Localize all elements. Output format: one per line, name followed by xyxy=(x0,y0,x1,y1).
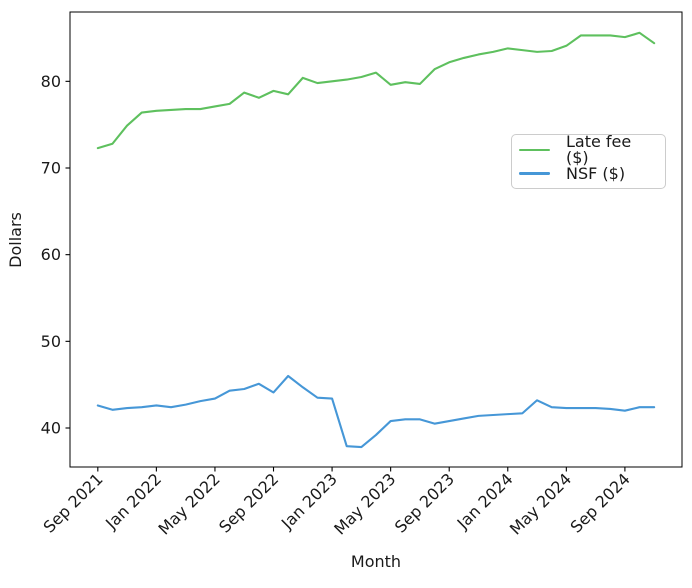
y-tick-label: 40 xyxy=(41,419,61,438)
x-axis-label: Month xyxy=(350,552,402,571)
legend: Late fee ($) NSF ($) xyxy=(511,134,666,189)
legend-entry-late-fee: Late fee ($) xyxy=(519,134,657,166)
y-tick-label: 70 xyxy=(41,159,61,178)
legend-line-swatch-nsf xyxy=(519,172,550,175)
x-tick-label: Sep 2021 xyxy=(39,469,106,536)
y-tick-label: 50 xyxy=(41,332,61,351)
x-tick-label: May 2022 xyxy=(155,469,224,538)
nsf-line xyxy=(96,374,656,449)
y-tick-label: 80 xyxy=(41,72,61,91)
legend-entry-nsf: NSF ($) xyxy=(519,162,657,185)
late-fee-line xyxy=(96,31,656,150)
x-tick-label: Sep 2022 xyxy=(215,469,282,536)
x-tick-label: May 2024 xyxy=(506,469,575,538)
y-tick-label: 60 xyxy=(41,245,61,264)
x-tick-label: Sep 2023 xyxy=(391,469,458,536)
x-tick-label: Sep 2024 xyxy=(567,469,634,536)
x-tick-label: May 2023 xyxy=(330,469,399,538)
axes-frame xyxy=(69,11,683,468)
legend-line-swatch-late-fee xyxy=(519,148,550,152)
legend-label-nsf: NSF ($) xyxy=(566,163,626,183)
y-axis-label: Dollars xyxy=(6,212,25,268)
legend-label-late-fee: Late fee ($) xyxy=(566,132,632,167)
